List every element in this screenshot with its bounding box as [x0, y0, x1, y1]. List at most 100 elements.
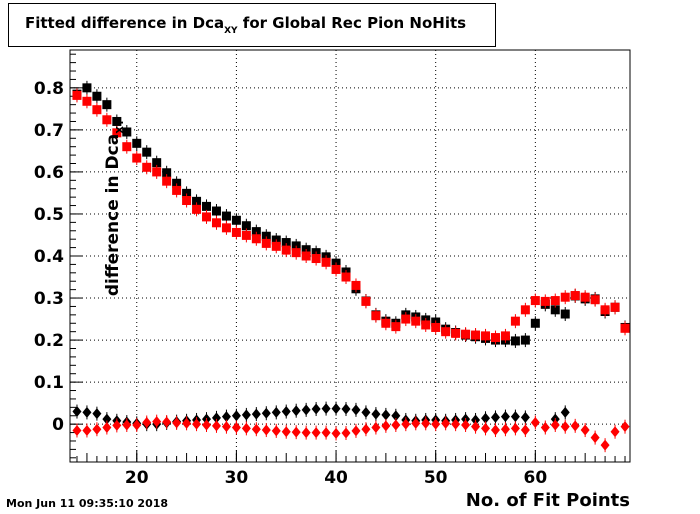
data-point-square — [401, 314, 411, 324]
y-axis-label-wrap: difference in DcaXY — [5, 48, 126, 296]
data-point-square — [122, 142, 132, 152]
data-point-diamond — [92, 423, 102, 435]
data-point-diamond — [271, 425, 281, 437]
data-point-diamond — [251, 423, 261, 435]
data-point-square — [102, 115, 112, 125]
y-tick-label: 0.4 — [34, 247, 64, 267]
x-tick-label: 60 — [524, 468, 548, 488]
data-point-diamond — [281, 426, 291, 438]
data-point-diamond — [520, 424, 530, 436]
data-point-square — [221, 223, 231, 233]
data-point-square — [251, 227, 261, 237]
data-point-diamond — [172, 417, 182, 429]
data-point-square — [172, 185, 182, 195]
data-point-diamond — [490, 424, 500, 436]
data-point-square — [530, 296, 540, 306]
data-point-diamond — [261, 407, 271, 419]
data-point-diamond — [540, 422, 550, 434]
data-point-diamond — [211, 412, 221, 424]
data-point-square — [241, 221, 251, 231]
data-point-diamond — [490, 411, 500, 423]
data-point-square — [500, 331, 510, 341]
data-point-square — [301, 251, 311, 261]
data-point-diamond — [381, 420, 391, 432]
data-point-diamond — [132, 419, 142, 431]
data-point-square — [431, 322, 441, 332]
data-point-square — [331, 264, 341, 274]
x-tick-label: 50 — [424, 468, 448, 488]
data-point-square — [560, 292, 570, 302]
data-point-diamond — [351, 425, 361, 437]
data-point-square — [231, 227, 241, 237]
data-point-square — [620, 323, 630, 333]
data-point-square — [192, 204, 202, 214]
data-point-square — [152, 158, 162, 168]
data-point-diamond — [431, 418, 441, 430]
y-tick-label: 0.5 — [34, 205, 64, 225]
data-point-diamond — [481, 422, 491, 434]
data-point-square — [112, 116, 122, 126]
data-point-square — [371, 311, 381, 321]
data-point-diamond — [461, 419, 471, 431]
data-point-diamond — [231, 422, 241, 434]
data-point-diamond — [182, 417, 192, 429]
data-point-square — [361, 296, 371, 306]
y-tick-label: 0.3 — [34, 289, 64, 309]
data-point-square — [530, 318, 540, 328]
data-point-square — [291, 248, 301, 258]
data-point-diamond — [112, 419, 122, 431]
data-point-square — [411, 316, 421, 326]
data-point-diamond — [381, 409, 391, 421]
data-point-diamond — [331, 403, 341, 415]
data-point-diamond — [471, 421, 481, 433]
data-point-square — [261, 238, 271, 248]
data-point-diamond — [371, 422, 381, 434]
data-point-diamond — [560, 406, 570, 418]
data-point-diamond — [560, 421, 570, 433]
data-point-diamond — [510, 411, 520, 423]
data-point-square — [510, 336, 520, 346]
data-point-diamond — [251, 408, 261, 420]
data-point-square — [570, 291, 580, 301]
chart-title: Fitted difference in DcaXY for Global Re… — [25, 14, 467, 36]
y-tick-label: 0.2 — [34, 331, 64, 351]
data-point-square — [281, 238, 291, 248]
data-point-square — [600, 305, 610, 315]
data-point-diamond — [72, 406, 82, 418]
y-tick-label: 0.1 — [34, 373, 64, 393]
data-point-square — [490, 333, 500, 343]
data-point-square — [82, 83, 92, 93]
data-point-diamond — [271, 406, 281, 418]
data-point-diamond — [72, 424, 82, 436]
data-point-diamond — [451, 418, 461, 430]
data-point-square — [142, 147, 152, 157]
data-point-diamond — [82, 424, 92, 436]
data-point-square — [540, 296, 550, 306]
data-point-square — [550, 305, 560, 315]
data-point-diamond — [102, 422, 112, 434]
data-point-diamond — [92, 408, 102, 420]
data-point-square — [311, 254, 321, 264]
y-tick-label: 0.8 — [34, 79, 64, 99]
data-point-diamond — [441, 417, 451, 429]
data-point-diamond — [550, 419, 560, 431]
data-point-square — [580, 292, 590, 302]
data-point-square — [102, 100, 112, 110]
data-point-square — [202, 201, 212, 211]
data-point-square — [261, 231, 271, 241]
data-point-square — [92, 105, 102, 115]
data-point-diamond — [221, 411, 231, 423]
data-point-square — [590, 295, 600, 305]
data-point-square — [421, 320, 431, 330]
data-point-square — [221, 211, 231, 221]
data-point-diamond — [241, 409, 251, 421]
data-point-diamond — [192, 418, 202, 430]
data-point-diamond — [261, 424, 271, 436]
data-point-diamond — [331, 427, 341, 439]
data-point-diamond — [391, 419, 401, 431]
title-box: Fitted difference in DcaXY for Global Re… — [8, 3, 496, 47]
x-tick-label: 20 — [125, 468, 149, 488]
data-point-diamond — [202, 419, 212, 431]
data-point-diamond — [570, 420, 580, 432]
